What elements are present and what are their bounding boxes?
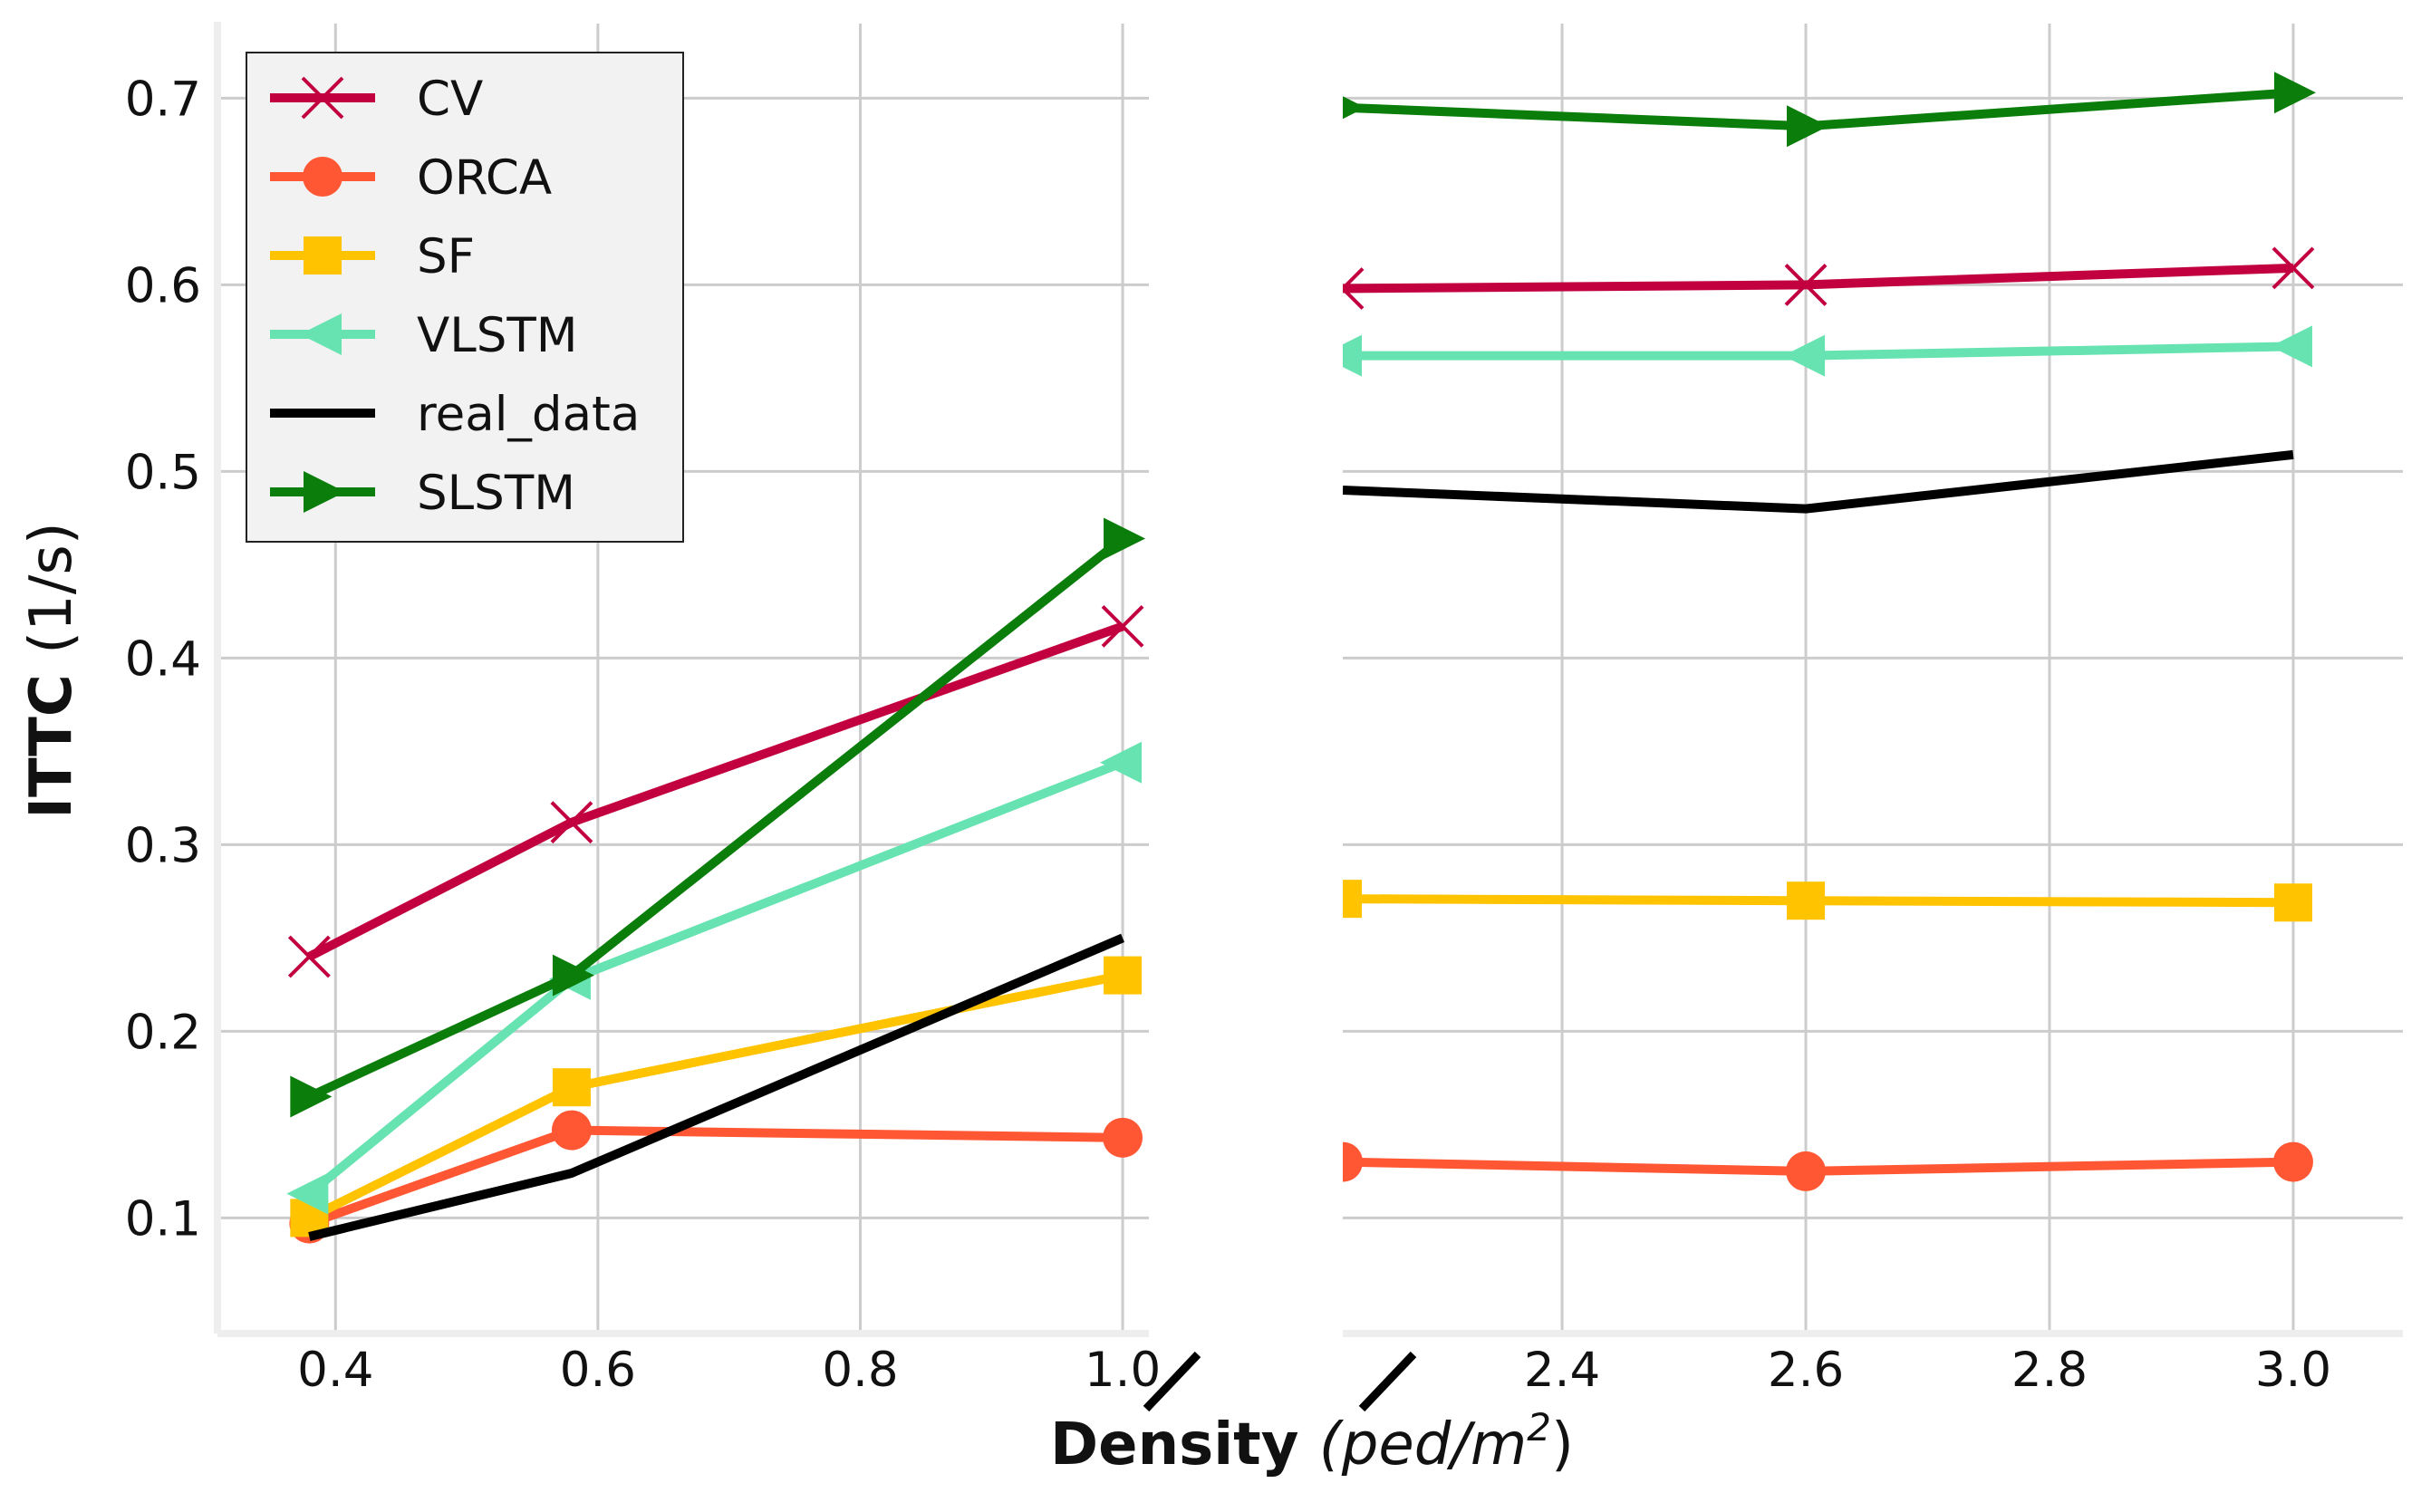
- tick-labels: 0.1 0.2 0.3 0.4 0.5 0.6 0.7 0.4 0.6 0.8 1.0 2.4 2.6 2…: [125, 72, 2331, 1398]
- axis-labels: ITTC (1/s) Density (ped/m2): [18, 522, 1574, 1478]
- y-tick-label: 0.6: [125, 258, 201, 313]
- legend-item-CV: CV: [270, 72, 483, 127]
- data-point-SF: [2273, 883, 2312, 922]
- legend: CV ORCA SF VLSTM real_data SLSTM: [246, 52, 684, 543]
- data-point-SF: [552, 1068, 591, 1107]
- y-axis-label-bold: ITTC: [18, 654, 85, 819]
- x-axis-label: Density (ped/m2): [1050, 1405, 1574, 1478]
- legend-label: ORCA: [417, 150, 552, 206]
- x-axis-label-unit: (ped/m: [1319, 1411, 1528, 1478]
- legend-item-real_data: real_data: [270, 387, 640, 442]
- series-SLSTM: [290, 72, 2316, 1118]
- data-point-VLSTM: [2270, 325, 2312, 368]
- data-point-CV: [1101, 604, 1144, 648]
- data-point-CV: [287, 935, 331, 978]
- series-ORCA: [289, 1110, 2313, 1244]
- y-tick-label: 0.7: [125, 72, 201, 127]
- data-point-SLSTM: [1787, 105, 1829, 148]
- legend-label: SLSTM: [417, 466, 575, 521]
- data-point-ORCA: [1343, 1141, 1363, 1182]
- data-point-ORCA: [1786, 1151, 1827, 1191]
- data-point-SLSTM: [552, 954, 594, 997]
- data-point-SF: [1787, 881, 1826, 920]
- x-tick-label: 3.0: [2255, 1343, 2331, 1398]
- data-point-ORCA: [2272, 1141, 2313, 1182]
- x-tick-label: 0.4: [297, 1343, 373, 1398]
- legend-swatch-marker: [304, 471, 345, 513]
- x-tick-label: 2.4: [1524, 1343, 1600, 1398]
- x-tick-label: 2.6: [1768, 1343, 1844, 1398]
- series-line-real_data: [1343, 449, 2294, 514]
- data-point-VLSTM: [1783, 334, 1826, 377]
- legend-box: [246, 52, 684, 543]
- series-real_data: [308, 449, 2294, 1241]
- y-tick-label: 0.4: [125, 631, 201, 687]
- legend-swatch-marker: [300, 313, 342, 355]
- legend-label: real_data: [417, 387, 640, 442]
- legend-label: CV: [417, 72, 483, 127]
- x-tick-label: 0.6: [560, 1343, 636, 1398]
- legend-swatch-marker: [303, 157, 342, 197]
- legend-swatch-marker: [301, 76, 344, 120]
- data-point-VLSTM: [286, 1172, 329, 1215]
- y-axis-label-unit: (1/s): [18, 522, 85, 654]
- x-axis-label-close: ): [1551, 1411, 1574, 1478]
- series-line-CV: [307, 621, 1124, 961]
- axis-break-mark: [1358, 1351, 1417, 1412]
- data-point-CV: [2271, 246, 2315, 290]
- x-tick-label: 2.8: [2011, 1343, 2088, 1398]
- data-point-VLSTM: [1100, 741, 1143, 784]
- data-point-SLSTM: [1343, 96, 1365, 120]
- data-point-VLSTM: [1343, 334, 1362, 377]
- y-tick-label: 0.5: [125, 445, 201, 500]
- series-CV: [287, 246, 2315, 978]
- legend-item-SLSTM: SLSTM: [270, 466, 575, 521]
- series-SF: [290, 880, 2312, 1238]
- data-point-CV: [1784, 263, 1828, 306]
- y-tick-label: 0.2: [125, 1005, 201, 1060]
- legend-label: SF: [417, 229, 475, 284]
- legend-item-SF: SF: [270, 229, 475, 284]
- data-point-CV: [1343, 267, 1365, 310]
- data-point-SLSTM: [290, 1075, 333, 1118]
- data-point-SF: [1104, 956, 1143, 995]
- legend-swatch-marker: [304, 236, 342, 274]
- legend-label: VLSTM: [417, 308, 578, 363]
- x-axis-label-bold: Density: [1050, 1411, 1319, 1478]
- y-axis-label: ITTC (1/s): [18, 522, 85, 818]
- x-tick-label: 0.8: [822, 1343, 898, 1398]
- y-tick-label: 0.3: [125, 818, 201, 873]
- series-line-real_data: [308, 933, 1125, 1241]
- y-tick-label: 0.1: [125, 1191, 201, 1247]
- legend-item-ORCA: ORCA: [270, 150, 552, 206]
- data-point-SLSTM: [2273, 72, 2316, 114]
- x-tick-label: 1.0: [1085, 1343, 1161, 1398]
- data-point-SLSTM: [1104, 517, 1146, 560]
- axis-break-mark: [1143, 1351, 1201, 1412]
- legend-item-VLSTM: VLSTM: [270, 308, 578, 363]
- data-point-CV: [550, 801, 593, 844]
- series-line-SLSTM: [307, 534, 1126, 1102]
- data-point-ORCA: [551, 1110, 592, 1151]
- x-axis-label-superscript: 2: [1527, 1405, 1551, 1449]
- data-point-SF: [1343, 880, 1362, 919]
- series-layer: [286, 72, 2316, 1244]
- axes-layer: [214, 22, 2403, 1412]
- data-point-ORCA: [1103, 1117, 1143, 1158]
